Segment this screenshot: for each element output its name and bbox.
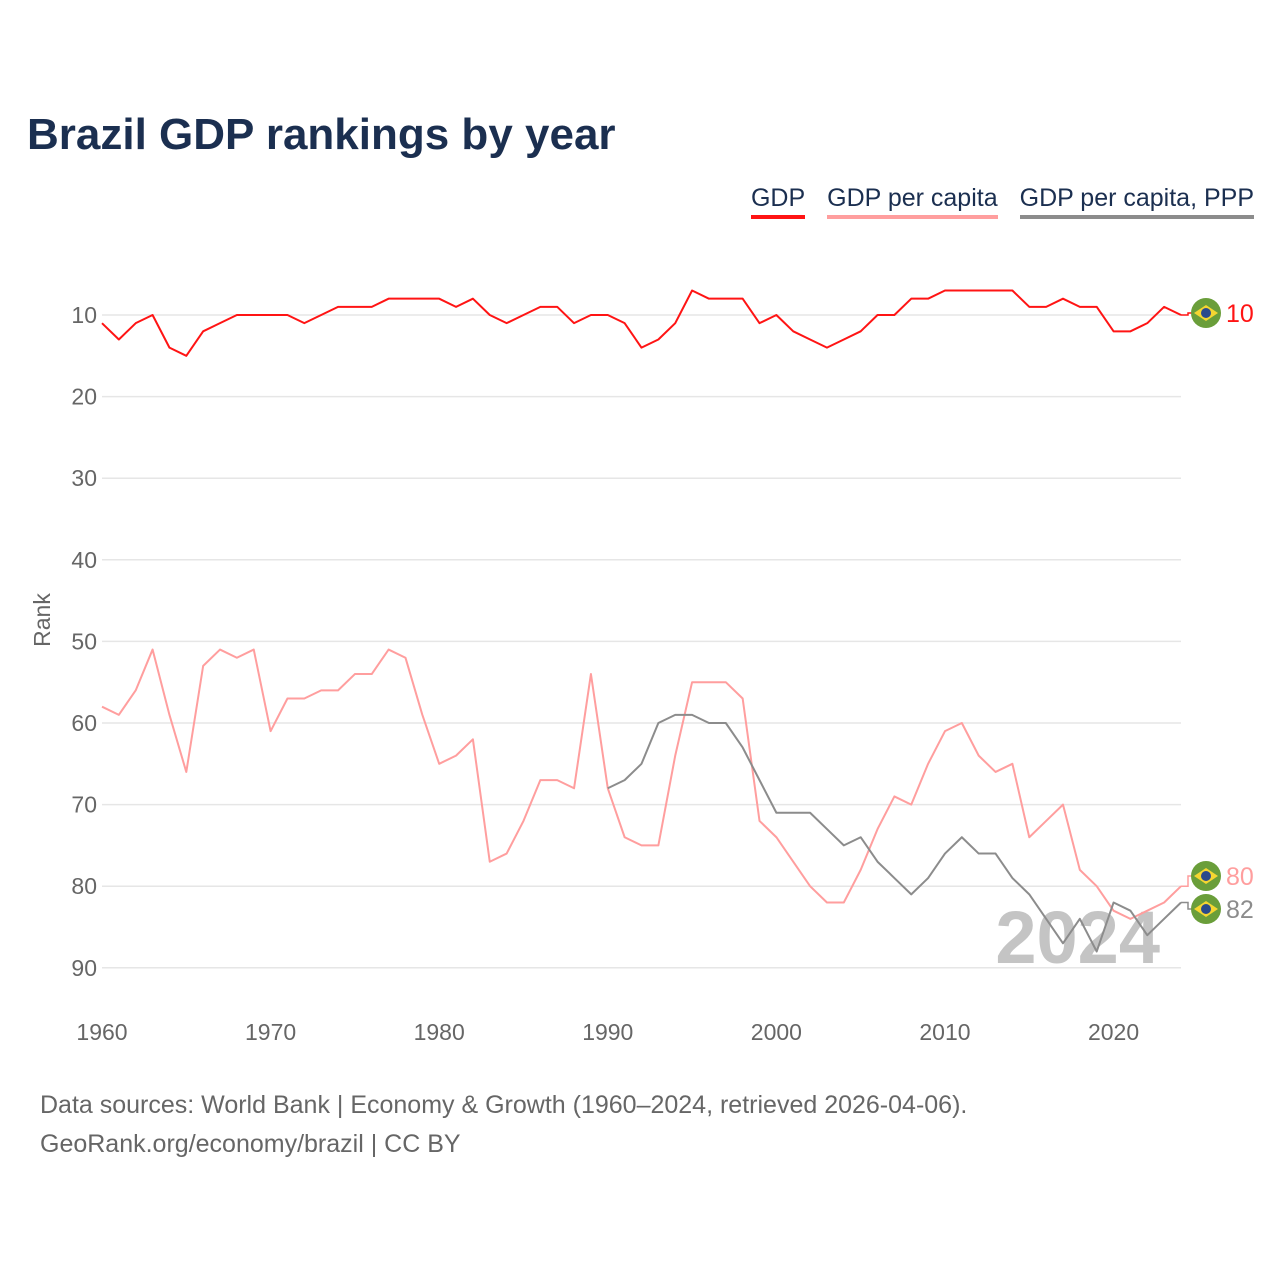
x-tick-label: 2010 xyxy=(919,1019,970,1045)
y-tick-label: 80 xyxy=(71,873,97,899)
x-tick-label: 1960 xyxy=(76,1019,127,1045)
legend-item-gdp[interactable]: GDP xyxy=(750,184,806,219)
end-value-label: 10 xyxy=(1226,300,1254,328)
y-axis-label: Rank xyxy=(29,593,55,647)
end-value-label: 82 xyxy=(1226,896,1254,924)
data-sources: Data sources: World Bank | Economy & Gro… xyxy=(40,1091,968,1119)
brazil-flag-icon xyxy=(1191,861,1221,891)
x-tick-label: 2020 xyxy=(1088,1019,1139,1045)
footer: Data sources: World Bank | Economy & Gro… xyxy=(40,1086,967,1164)
series-line-gdp-per-capita-ppp xyxy=(607,713,1182,953)
legend-item-gdp-per-capita[interactable]: GDP per capita xyxy=(827,184,998,219)
x-tick-label: 1990 xyxy=(582,1019,633,1045)
y-tick-label: 20 xyxy=(71,384,97,410)
end-value-label: 80 xyxy=(1226,863,1254,891)
year-watermark: 2024 xyxy=(995,896,1160,979)
y-tick-label: 10 xyxy=(71,302,97,328)
y-tick-label: 30 xyxy=(71,465,97,491)
source-link[interactable]: GeoRank.org/economy/brazil | CC BY xyxy=(40,1130,461,1158)
series-line-gdp xyxy=(101,289,1182,357)
x-tick-label: 1970 xyxy=(245,1019,296,1045)
x-tick-label: 2000 xyxy=(751,1019,802,1045)
chart-title: Brazil GDP rankings by year xyxy=(27,110,616,159)
y-tick-label: 90 xyxy=(71,955,97,981)
y-tick-label: 70 xyxy=(71,792,97,818)
x-tick-label: 1980 xyxy=(414,1019,465,1045)
legend: GDP GDP per capita GDP per capita, PPP xyxy=(750,184,1254,219)
legend-item-gdp-per-capita-ppp[interactable]: GDP per capita, PPP xyxy=(1019,184,1254,219)
brazil-flag-icon xyxy=(1191,894,1221,924)
brazil-flag-icon xyxy=(1191,298,1221,328)
y-tick-label: 50 xyxy=(71,628,97,654)
y-tick-label: 40 xyxy=(71,547,97,573)
series-line-gdp-per-capita xyxy=(101,648,1182,920)
y-tick-label: 60 xyxy=(71,710,97,736)
